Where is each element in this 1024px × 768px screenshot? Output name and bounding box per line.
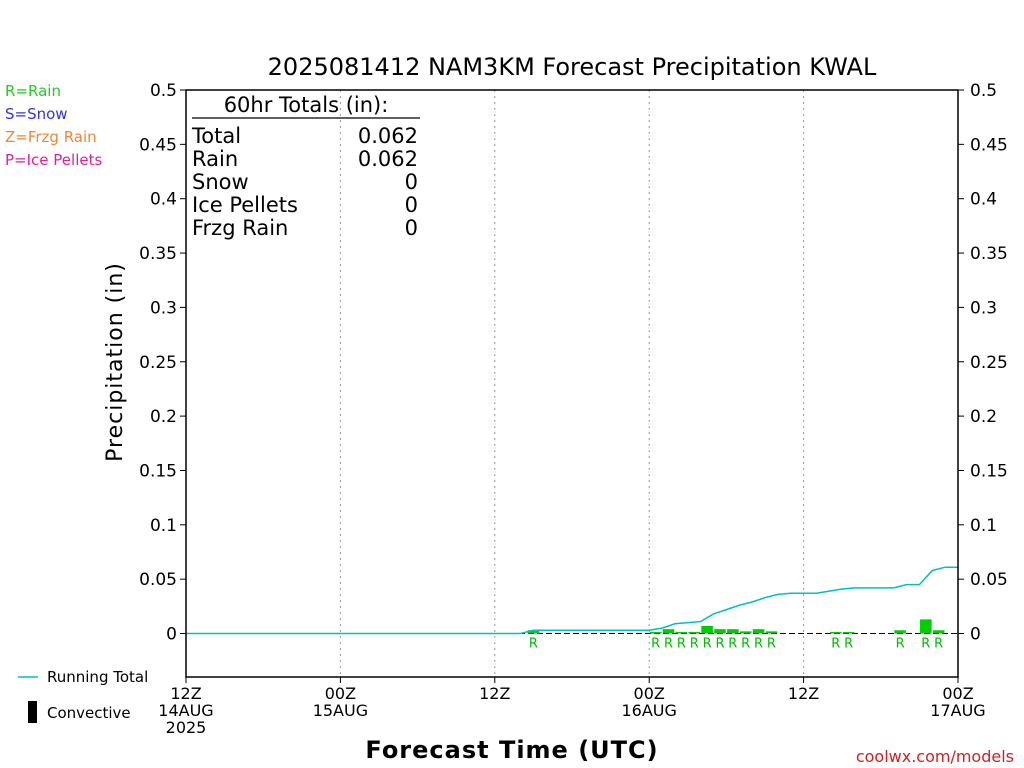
precip-type-mark-8: R: [741, 637, 750, 652]
precip-type-mark-12: R: [844, 637, 853, 652]
precip-bar-0: [527, 630, 540, 634]
xtick-label-4-0: 12Z: [788, 684, 819, 703]
precip-type-mark-4: R: [690, 637, 699, 652]
ytick-left-label-8: 0.4: [150, 190, 177, 210]
totals-value-0: 0.062: [358, 124, 418, 148]
ytick-right-label-8: 0.4: [970, 190, 997, 210]
totals-value-2: 0: [405, 170, 418, 194]
precip-bar-9: [752, 629, 765, 634]
precip-bar-4: [688, 632, 701, 634]
ytick-right-label-9: 0.45: [970, 135, 1008, 155]
ytick-right-label-5: 0.25: [970, 353, 1008, 373]
precip-type-mark-9: R: [754, 637, 763, 652]
precip-bar-1: [649, 632, 662, 634]
ytick-left-label-1: 0.05: [139, 570, 177, 590]
precip-type-mark-3: R: [677, 637, 686, 652]
ytick-left-label-0: 0: [166, 625, 177, 645]
precip-type-mark-0: R: [529, 637, 538, 652]
precip-type-mark-14: R: [921, 637, 930, 652]
bottom-legend-1: Convective: [47, 704, 131, 722]
ytick-left-label-2: 0.1: [150, 516, 177, 536]
precip-bar-7: [727, 629, 739, 634]
precip-type-mark-15: R: [934, 637, 943, 652]
precip-bar-13: [894, 630, 906, 634]
type-legend-3: P=Ice Pellets: [5, 151, 102, 169]
precip-type-mark-13: R: [896, 637, 905, 652]
precip-bar-3: [675, 632, 688, 634]
ytick-left-label-7: 0.35: [139, 244, 177, 264]
ytick-right-label-1: 0.05: [970, 570, 1008, 590]
totals-label-2: Snow: [192, 170, 249, 194]
precip-type-mark-10: R: [767, 637, 776, 652]
xtick-label-1-0: 00Z: [325, 684, 356, 703]
precip-type-mark-2: R: [664, 637, 673, 652]
xtick-label-5-0: 00Z: [942, 684, 973, 703]
running-total-line: [186, 566, 958, 635]
y-axis-label: Precipitation (in): [103, 262, 128, 462]
xtick-label-2-0: 12Z: [479, 684, 510, 703]
bottom-legend: Running Total Convective: [18, 668, 148, 723]
xtick-label-3-1: 16AUG: [621, 701, 676, 720]
totals-value-3: 0: [405, 193, 418, 217]
precip-type-mark-6: R: [715, 637, 724, 652]
xtick-label-0-1: 14AUG: [158, 701, 213, 720]
ytick-left-label-9: 0.45: [139, 135, 177, 155]
xtick-label-3-0: 00Z: [634, 684, 665, 703]
xtick-label-1-1: 15AUG: [313, 701, 368, 720]
ytick-left-label-4: 0.2: [150, 407, 177, 427]
precip-bar-11: [829, 632, 842, 634]
ytick-left-label-6: 0.3: [150, 298, 177, 318]
precip-bar-6: [714, 629, 726, 634]
ytick-right-label-3: 0.15: [970, 461, 1008, 481]
totals-label-3: Ice Pellets: [192, 193, 298, 217]
ytick-right-label-10: 0.5: [970, 81, 997, 101]
totals-label-4: Frzg Rain: [192, 216, 288, 240]
precip-bar-15: [932, 630, 945, 634]
ytick-right-label-6: 0.3: [970, 298, 997, 318]
ytick-right-label-0: 0: [970, 625, 981, 645]
precip-type-mark-7: R: [728, 637, 737, 652]
totals-header: 60hr Totals (in):: [224, 93, 389, 117]
type-legend: R=Rain S=Snow Z=Frzg Rain P=Ice Pellets: [5, 82, 102, 169]
y-axis-left: 0 0.05 0.1 0.15 0.2 0.25 0.3 0.35 0.4 0.45 0.5: [139, 81, 186, 645]
xtick-label-0-2: 2025: [166, 718, 207, 737]
precip-bars: [527, 619, 945, 634]
y-axis-right: 0 0.05 0.1 0.15 0.2 0.25 0.3 0.35 0.4 0.45 0.5: [958, 81, 1008, 645]
precip-bar-5: [701, 625, 713, 634]
precip-bar-14: [920, 619, 932, 634]
ytick-left-label-3: 0.15: [139, 461, 177, 481]
precip-type-mark-5: R: [703, 637, 712, 652]
precip-bar-12: [842, 632, 855, 634]
ytick-left-label-5: 0.25: [139, 353, 177, 373]
precip-type-mark-1: R: [651, 637, 660, 652]
type-legend-0: R=Rain: [5, 82, 61, 100]
ytick-right-label-2: 0.1: [970, 516, 997, 536]
plot-frame: [185, 89, 959, 678]
totals-value-4: 0: [405, 216, 418, 240]
xtick-label-0-0: 12Z: [170, 684, 201, 703]
precip-type-mark-11: R: [831, 637, 840, 652]
chart-title: 2025081412 NAM3KM Forecast Precipitation…: [268, 53, 877, 81]
type-legend-2: Z=Frzg Rain: [5, 128, 97, 146]
totals-value-1: 0.062: [358, 147, 418, 171]
ytick-right-label-7: 0.35: [970, 244, 1008, 264]
ytick-left-label-10: 0.5: [150, 81, 177, 101]
totals-label-1: Rain: [192, 147, 238, 171]
ytick-right-label-4: 0.2: [970, 407, 997, 427]
legend-box-swatch: [28, 701, 37, 723]
grid-lines: [339, 90, 805, 677]
totals-label-0: Total: [191, 124, 241, 148]
precip-bar-8: [739, 631, 752, 634]
xtick-label-5-1: 17AUG: [930, 701, 985, 720]
x-axis-label: Forecast Time (UTC): [365, 736, 658, 764]
totals-box: 60hr Totals (in): Total 0.062 Rain 0.062 Snow…: [191, 93, 420, 240]
footer-credit: coolwx.com/models: [856, 747, 1014, 766]
precip-bar-2: [662, 629, 675, 634]
type-legend-1: S=Snow: [5, 105, 68, 123]
precip-bar-10: [765, 631, 778, 634]
bottom-legend-0: Running Total: [47, 668, 148, 686]
